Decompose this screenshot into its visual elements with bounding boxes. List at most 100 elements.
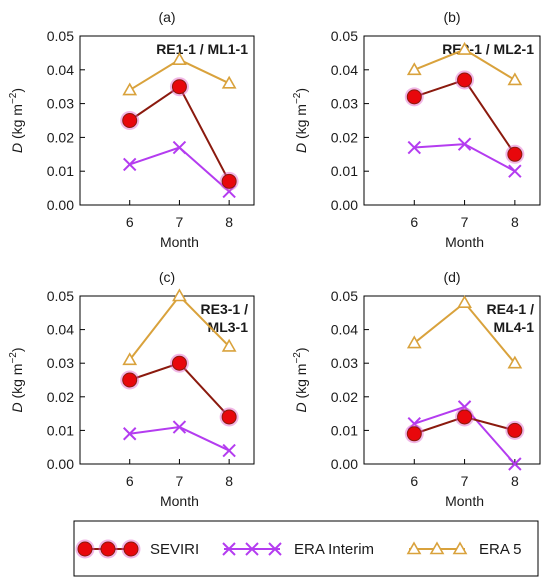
series-era-interim <box>407 137 522 178</box>
x-tick-label: 7 <box>176 473 184 489</box>
y-axis-title-close: ) <box>293 347 309 352</box>
data-point-triangle <box>406 62 422 76</box>
data-point-triangle <box>221 338 237 352</box>
legend-marker <box>268 542 282 556</box>
y-tick-label: 0.03 <box>331 96 358 112</box>
data-point-cross <box>407 140 421 155</box>
y-tick-label: 0.04 <box>331 322 358 338</box>
data-point-dot <box>221 173 237 189</box>
x-tick-label: 6 <box>410 214 418 230</box>
y-tick-label: 0.04 <box>47 322 74 338</box>
y-tick-label: 0.02 <box>331 129 358 145</box>
data-point-cross <box>123 157 137 172</box>
data-point <box>508 164 522 178</box>
data-point <box>172 288 187 302</box>
data-point-cross <box>508 457 522 471</box>
legend-entry-seviri: SEVIRI <box>75 539 199 559</box>
data-point-triangle <box>457 295 472 309</box>
data-point-cross <box>457 137 472 151</box>
series-era-5 <box>122 52 237 96</box>
legend-marker-triangle <box>452 541 468 555</box>
y-axis-title-close: ) <box>293 88 309 93</box>
x-tick-label: 8 <box>225 473 233 489</box>
panel-title: RE3-1 / <box>201 301 249 317</box>
data-point-triangle <box>122 82 138 96</box>
data-point-dot <box>122 372 138 388</box>
y-tick-label: 0.03 <box>331 355 358 371</box>
legend-marker-dot <box>123 541 139 557</box>
data-point <box>407 140 421 155</box>
y-tick-label: 0.02 <box>47 389 74 405</box>
panel-letter: (c) <box>159 269 175 285</box>
x-axis-title: Month <box>445 234 484 250</box>
data-point-dot <box>171 79 187 95</box>
y-axis-title-exponent: −2 <box>8 92 19 104</box>
plot-frame <box>363 35 541 206</box>
legend-marker-dot <box>100 541 116 557</box>
data-point-cross <box>222 443 236 458</box>
data-point <box>172 420 187 434</box>
data-point <box>221 338 237 352</box>
data-point <box>457 295 472 309</box>
y-tick-label: 0.03 <box>47 355 74 371</box>
x-tick-label: 7 <box>461 214 469 230</box>
y-tick-label: 0.04 <box>331 62 358 78</box>
data-point <box>507 355 523 369</box>
data-point-triangle <box>457 41 472 55</box>
plot-frame <box>363 295 541 465</box>
panel-title: RE2-1 / ML2-1 <box>442 41 534 57</box>
y-tick-label: 0.01 <box>331 422 358 438</box>
y-tick-label: 0.01 <box>47 163 74 179</box>
series-seviri <box>404 407 525 444</box>
data-point <box>505 420 525 440</box>
panel-title: RE4-1 / <box>487 301 535 317</box>
data-point-dot <box>406 426 422 442</box>
y-tick-label: 0.00 <box>47 456 74 472</box>
data-point <box>406 62 422 76</box>
y-tick-label: 0.04 <box>47 62 74 78</box>
y-tick-label: 0.01 <box>331 163 358 179</box>
data-point <box>169 353 189 373</box>
chart-panel-3: 0.00 0.01 0.02 0.03 0.04 0.05 6 7 8 Month D (kg m−… <box>8 269 255 509</box>
series-line <box>129 426 230 452</box>
x-axis-title: Month <box>445 493 484 509</box>
data-point <box>219 171 239 191</box>
data-point-triangle <box>221 75 237 89</box>
data-point-cross <box>508 164 522 178</box>
data-point <box>122 82 138 96</box>
data-point <box>404 424 424 444</box>
data-point <box>455 70 475 90</box>
legend-items: SEVIRI ERA Interim ERA 5 <box>75 539 522 559</box>
legend-marker-triangle <box>429 541 445 555</box>
data-point <box>505 144 525 164</box>
y-axis-title-close: ) <box>9 347 25 352</box>
data-point <box>457 41 472 55</box>
panel-title: RE1-1 / ML1-1 <box>156 41 248 57</box>
x-tick-label: 6 <box>126 214 134 230</box>
data-point-cross <box>123 427 137 441</box>
data-point-dot <box>457 72 473 88</box>
data-point <box>221 75 237 89</box>
data-point <box>222 443 236 458</box>
y-axis-title-exponent: −2 <box>292 92 303 104</box>
y-tick-label: 0.00 <box>47 197 74 213</box>
y-tick-label: 0.02 <box>47 129 74 145</box>
legend-marker-cross <box>245 542 259 556</box>
data-point <box>457 137 472 151</box>
y-tick-label: 0.05 <box>47 28 74 44</box>
data-point-triangle <box>507 355 523 369</box>
y-axis-title: D (kg m−2) <box>292 347 309 412</box>
panel-letter: (b) <box>443 9 460 25</box>
legend-marker-triangle <box>406 541 422 555</box>
data-point-triangle <box>172 288 187 302</box>
x-axis-title: Month <box>160 234 199 250</box>
legend-marker-cross <box>268 542 282 556</box>
y-axis-title-symbol: D <box>293 402 309 412</box>
y-axis-title: D (kg m−2) <box>8 347 25 412</box>
data-point <box>123 427 137 441</box>
data-point <box>172 140 187 155</box>
plot-frame <box>79 295 255 465</box>
series-era-interim <box>123 420 236 458</box>
legend-entry-era-interim: ERA Interim <box>222 541 374 558</box>
data-point <box>406 335 422 349</box>
